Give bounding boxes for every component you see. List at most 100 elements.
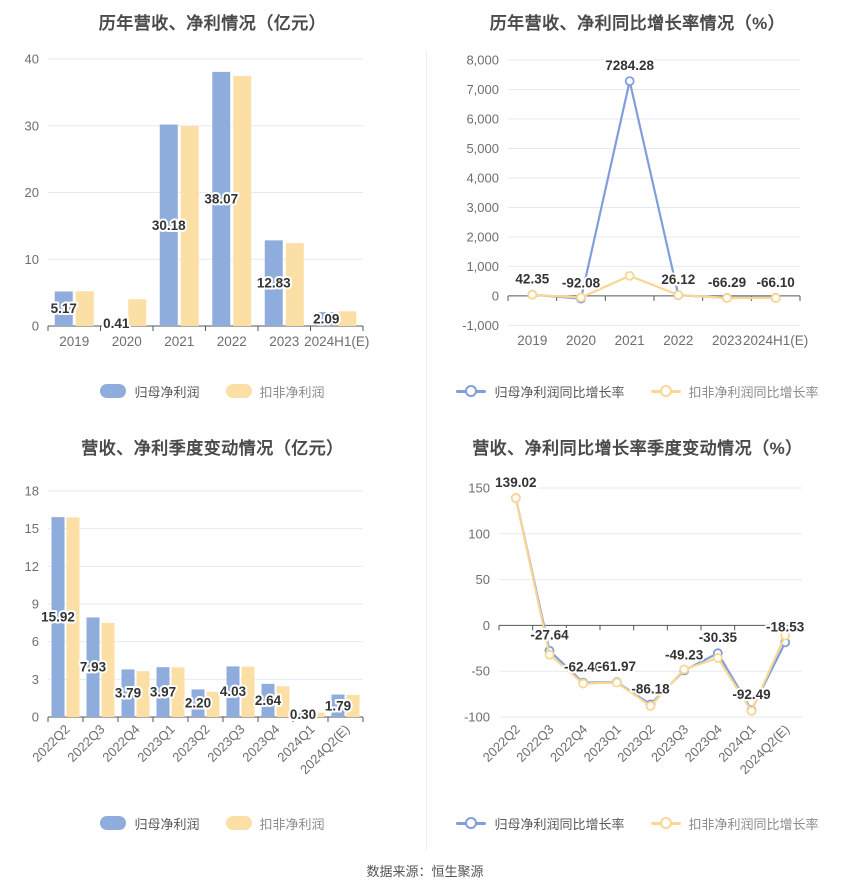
- legend-swatch-icon: [100, 384, 127, 398]
- svg-text:2019: 2019: [59, 334, 89, 349]
- svg-text:3: 3: [32, 672, 39, 687]
- svg-text:7284.28: 7284.28: [605, 58, 654, 73]
- svg-text:38.07: 38.07: [204, 191, 238, 206]
- svg-text:2.09: 2.09: [313, 312, 339, 327]
- svg-text:1.79: 1.79: [325, 698, 351, 713]
- svg-text:3.79: 3.79: [115, 686, 141, 701]
- svg-text:-1,000: -1,000: [462, 318, 499, 333]
- svg-text:2022: 2022: [217, 334, 247, 349]
- svg-text:-49.23: -49.23: [665, 647, 704, 662]
- svg-text:-27.64: -27.64: [530, 628, 569, 643]
- svg-text:26.12: 26.12: [661, 272, 695, 287]
- svg-text:-61.97: -61.97: [598, 659, 636, 674]
- svg-text:-62.46: -62.46: [564, 660, 603, 675]
- legend-label: 归母净利润同比增长率: [494, 384, 625, 400]
- chart-annual-revenue-profit: 历年营收、净利情况（亿元） 0 10 20 30 40 2019 2020 2021 2022 2…: [0, 0, 425, 425]
- legend-label: 归母净利润: [134, 384, 200, 400]
- legend-label: 扣非净利润同比增长率: [688, 384, 819, 400]
- legend-item-net-profit-growth[interactable]: 归母净利润同比增长率: [456, 814, 625, 833]
- chart-annual-growth-rate: 历年营收、净利同比增长率情况（%） -1,000 0 1,000 2,000 3,000…: [425, 0, 850, 425]
- chart-title: 营收、净利季度变动情况（亿元）: [81, 439, 344, 458]
- legend: 归母净利润同比增长率 扣非净利润同比增长率: [425, 814, 850, 832]
- svg-text:30.18: 30.18: [152, 218, 186, 233]
- quarterly-line-chart-canvas: -100-500501001502022Q22022Q32022Q42023Q1…: [464, 473, 807, 777]
- svg-text:2022Q4: 2022Q4: [99, 722, 142, 765]
- chart-title: 营收、净利同比增长率季度变动情况（%）: [472, 439, 803, 458]
- svg-text:2023Q4: 2023Q4: [239, 722, 282, 765]
- legend: 归母净利润 扣非净利润: [0, 382, 425, 400]
- data-source-note: 数据来源：恒生聚源: [366, 864, 484, 879]
- svg-text:2021: 2021: [164, 334, 194, 349]
- svg-text:42.35: 42.35: [515, 272, 549, 287]
- legend-line-icon: [456, 816, 487, 830]
- svg-text:4.03: 4.03: [220, 684, 247, 699]
- svg-text:15: 15: [25, 521, 39, 536]
- svg-text:15.92: 15.92: [41, 610, 75, 625]
- svg-text:3,000: 3,000: [466, 200, 499, 215]
- legend-item-net-profit[interactable]: 归母净利润: [100, 814, 200, 833]
- legend-item-non-gaap-profit[interactable]: 扣非净利润: [225, 814, 325, 833]
- legend: 归母净利润 扣非净利润: [0, 814, 425, 832]
- svg-text:0: 0: [32, 319, 39, 334]
- svg-text:2.64: 2.64: [255, 693, 282, 708]
- svg-text:2024H1(E): 2024H1(E): [304, 334, 369, 349]
- legend-label: 扣非净利润: [259, 384, 325, 400]
- svg-text:139.02: 139.02: [495, 475, 536, 490]
- svg-text:2021: 2021: [615, 333, 645, 348]
- legend-label: 归母净利润: [134, 816, 200, 832]
- legend-item-non-gaap-profit[interactable]: 扣非净利润: [225, 382, 325, 401]
- svg-text:20: 20: [25, 185, 39, 200]
- svg-text:-30.35: -30.35: [699, 630, 738, 645]
- svg-text:1,000: 1,000: [466, 259, 499, 274]
- svg-text:4,000: 4,000: [466, 170, 499, 185]
- svg-text:5,000: 5,000: [466, 141, 499, 156]
- svg-text:2020: 2020: [566, 333, 596, 348]
- svg-text:0: 0: [483, 618, 490, 633]
- svg-text:2023: 2023: [269, 334, 299, 349]
- legend-item-non-gaap-growth[interactable]: 扣非净利润同比增长率: [650, 814, 819, 833]
- legend-item-net-profit[interactable]: 归母净利润: [100, 382, 200, 401]
- svg-text:2024H1(E): 2024H1(E): [743, 333, 808, 348]
- svg-text:2022Q2: 2022Q2: [29, 722, 72, 765]
- svg-text:2023: 2023: [712, 333, 742, 348]
- svg-text:0.41: 0.41: [103, 316, 130, 331]
- svg-text:6: 6: [32, 634, 39, 649]
- legend: 归母净利润同比增长率 扣非净利润同比增长率: [425, 382, 850, 400]
- svg-text:30: 30: [25, 118, 39, 133]
- svg-text:2.20: 2.20: [185, 696, 211, 711]
- chart-title: 历年营收、净利情况（亿元）: [98, 14, 327, 33]
- chart-title: 历年营收、净利同比增长率情况（%）: [489, 14, 786, 33]
- legend-swatch-icon: [100, 816, 127, 830]
- svg-text:50: 50: [476, 572, 490, 587]
- legend-swatch-icon: [225, 384, 252, 398]
- svg-text:-50: -50: [471, 664, 490, 679]
- column-divider: [426, 50, 427, 850]
- charts-grid: 历年营收、净利情况（亿元） 0 10 20 30 40 2019 2020 2021 2022 2…: [0, 0, 850, 832]
- quarterly-bar-chart-canvas: 0 3 6 9 12 15 18 2022Q22022Q32022Q42023Q12023Q2…: [25, 484, 364, 777]
- legend-item-net-profit-growth[interactable]: 归母净利润同比增长率: [456, 382, 625, 401]
- svg-text:12: 12: [25, 559, 39, 574]
- svg-text:6,000: 6,000: [466, 111, 499, 126]
- svg-text:100: 100: [468, 526, 490, 541]
- svg-text:0.30: 0.30: [290, 707, 316, 722]
- svg-text:-92.49: -92.49: [732, 687, 770, 702]
- svg-text:-66.10: -66.10: [757, 275, 795, 290]
- svg-text:-86.18: -86.18: [631, 681, 670, 696]
- legend-item-non-gaap-growth[interactable]: 扣非净利润同比增长率: [650, 382, 819, 401]
- svg-text:3.97: 3.97: [150, 685, 176, 700]
- svg-text:150: 150: [468, 481, 490, 496]
- legend-label: 扣非净利润同比增长率: [688, 816, 819, 832]
- svg-text:2023Q1: 2023Q1: [134, 722, 177, 765]
- legend-line-icon: [456, 384, 487, 398]
- svg-text:2023Q2: 2023Q2: [169, 722, 212, 765]
- svg-text:-92.08: -92.08: [562, 276, 601, 291]
- svg-text:2022Q3: 2022Q3: [64, 722, 107, 765]
- svg-text:2020: 2020: [112, 334, 142, 349]
- svg-text:10: 10: [25, 252, 39, 267]
- svg-text:2,000: 2,000: [466, 229, 499, 244]
- svg-text:12.83: 12.83: [257, 276, 291, 291]
- svg-text:2019: 2019: [517, 333, 547, 348]
- legend-label: 扣非净利润: [259, 816, 325, 832]
- svg-text:8,000: 8,000: [466, 53, 499, 68]
- svg-text:9: 9: [32, 597, 39, 612]
